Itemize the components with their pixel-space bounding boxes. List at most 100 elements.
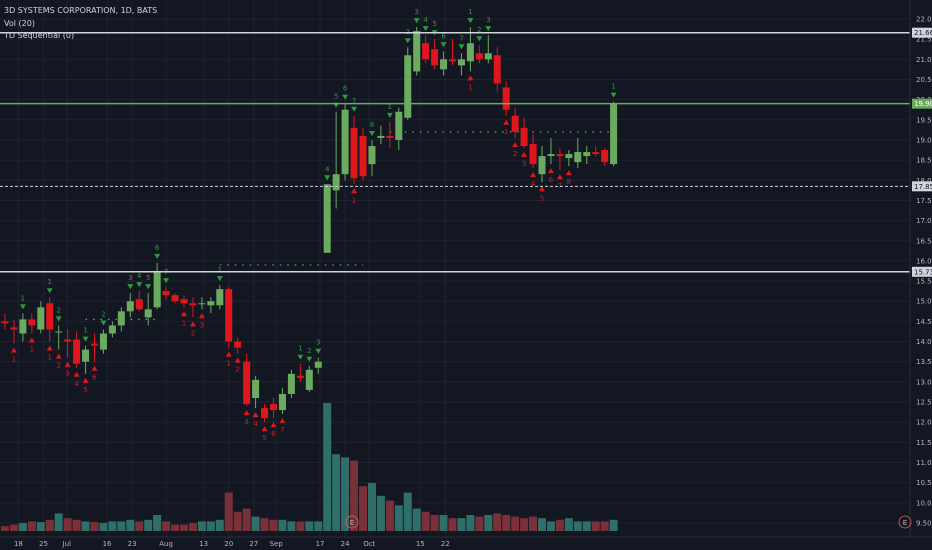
volume-bar — [117, 521, 126, 531]
td-count-label: 5 — [83, 386, 87, 394]
price-tick-label: 9.50 — [916, 520, 932, 528]
price-tick-label: 21.50 — [916, 36, 932, 44]
td-sell-setup-arrow — [91, 365, 98, 371]
td-count-label: 6 — [441, 32, 446, 40]
price-tick-label: 15.50 — [916, 278, 932, 286]
candle-body — [341, 109, 349, 175]
volume-bar — [341, 457, 350, 531]
volume-bar — [188, 523, 197, 531]
candle-body — [234, 341, 242, 348]
candle-body — [592, 152, 600, 155]
volume-bars — [1, 403, 618, 531]
price-tick-label: 18.50 — [916, 157, 932, 165]
td-count-label: 5 — [540, 194, 544, 202]
volume-bar — [332, 454, 341, 531]
volume-indicator-label[interactable]: Vol (20) — [4, 18, 35, 28]
earnings-marker[interactable]: E — [345, 515, 359, 529]
td-buy-setup-arrow — [55, 316, 62, 322]
td-buy-setup-arrow — [154, 253, 161, 259]
td-count-label: 3 — [316, 339, 320, 347]
price-tag — [912, 181, 932, 192]
time-tick-label: Jul — [62, 540, 72, 548]
price-tick-label: 10.00 — [916, 499, 932, 507]
td-sell-setup-arrow — [82, 377, 89, 383]
candle-body — [180, 299, 188, 304]
volume-bar — [484, 515, 493, 531]
td-count-label: 3 — [244, 418, 248, 426]
candle-body — [225, 289, 233, 342]
td-count-label: 3 — [65, 370, 69, 378]
candle-body — [55, 331, 63, 333]
td-buy-setup-arrow — [476, 36, 483, 42]
td-count-label: 3 — [200, 321, 204, 329]
td-count-label: 1 — [182, 319, 186, 327]
candle-body — [99, 333, 107, 350]
td-count-label: 4 — [531, 180, 536, 188]
price-tick-label: 14.50 — [916, 318, 932, 326]
td-sell-setup-arrow — [234, 357, 241, 363]
price-tick-label: 19.00 — [916, 136, 932, 144]
volume-bar — [81, 521, 90, 531]
candle-body — [565, 154, 573, 159]
td-sell-setup-arrow — [530, 172, 537, 178]
volume-bar — [108, 521, 117, 531]
td-buy-setup-arrow — [610, 92, 617, 98]
volume-bar — [126, 519, 135, 531]
price-tag — [912, 98, 932, 109]
candle-body — [261, 408, 269, 419]
td-buy-setup-arrow — [127, 284, 134, 290]
td-sell-setup-arrow — [225, 351, 232, 357]
volume-bar — [260, 518, 269, 531]
price-axis: 9.50 10.00 10.50 11.00 11.50 12.00 12.50 13.00 1… — [916, 16, 932, 528]
candle-body — [1, 321, 9, 324]
volume-bar — [314, 521, 323, 531]
td-buy-setup-arrow — [413, 18, 420, 24]
td-buy-setup-arrow — [163, 278, 170, 284]
price-lines — [0, 31, 910, 273]
volume-bar — [90, 522, 99, 531]
price-tick-label: 16.50 — [916, 237, 932, 245]
price-tick-label: 10.50 — [916, 479, 932, 487]
time-tick-label: 24 — [341, 540, 350, 548]
grid-lines — [0, 0, 910, 537]
candle-body — [475, 53, 483, 60]
volume-bar — [466, 515, 475, 531]
candle-body — [153, 271, 161, 308]
volume-bar — [54, 513, 63, 531]
volume-bar — [359, 486, 367, 531]
candle-body — [350, 127, 358, 179]
td-buy-setup-arrow — [440, 42, 447, 48]
td-sell-setup-arrow — [261, 426, 268, 432]
td-buy-setup-arrow — [422, 26, 429, 32]
time-tick-label: 16 — [103, 540, 112, 548]
earnings-marker-axis[interactable]: E — [898, 515, 912, 529]
candle-body — [377, 135, 385, 138]
volume-bar — [233, 511, 242, 531]
volume-bar — [502, 515, 511, 531]
volume-bar — [564, 518, 573, 531]
td-sell-setup-arrow — [279, 418, 286, 424]
price-tick-label: 17.00 — [916, 217, 932, 225]
volume-bar — [9, 524, 18, 531]
price-tag-label: 19.90 — [914, 100, 932, 108]
td-sequential-indicator-label[interactable]: TD Sequential (0) — [4, 31, 75, 40]
td-count-label: 4 — [325, 165, 330, 173]
volume-bar — [385, 500, 394, 531]
candle-body — [216, 289, 224, 306]
volume-bar — [367, 483, 376, 531]
symbol-title[interactable]: 3D SYSTEMS CORPORATION, 1D, BATS — [4, 6, 158, 15]
price-tick-label: 15.00 — [916, 298, 932, 306]
volume-bar — [305, 521, 314, 531]
candle-body — [449, 59, 456, 62]
candle-body — [520, 127, 528, 147]
time-tick-label: 25 — [39, 540, 48, 548]
price-tick-label: 19.50 — [916, 116, 932, 124]
time-tick-label: Aug — [159, 540, 173, 548]
candlesticks — [1, 27, 618, 423]
chart-legend: 3D SYSTEMS CORPORATION, 1D, BATS Vol (20… — [4, 5, 157, 43]
volume-bar — [206, 521, 215, 531]
volume-bar — [538, 518, 546, 531]
candle-body — [252, 379, 260, 399]
time-tick-label: Oct — [363, 540, 375, 548]
